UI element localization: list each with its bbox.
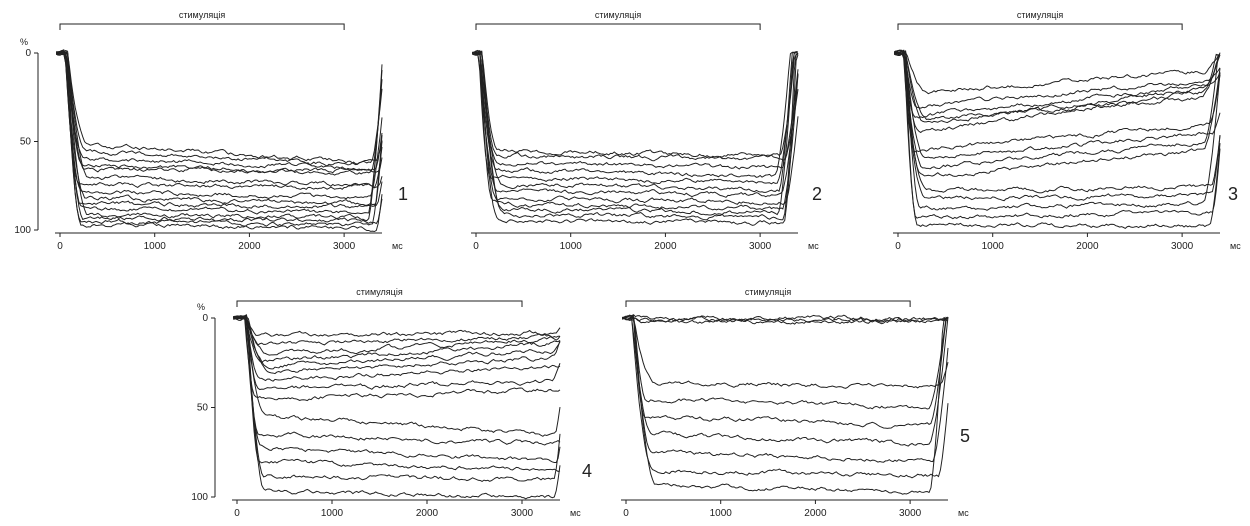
trace-line <box>622 316 948 428</box>
x-tick-label: 1000 <box>560 241 583 252</box>
trace-line <box>233 317 560 336</box>
stimulus-label: стимуляція <box>1017 10 1064 20</box>
stimulus-bracket <box>476 24 760 30</box>
y-tick-label: 100 <box>14 225 31 236</box>
trace-line <box>622 317 948 409</box>
stimulus-label: стимуляція <box>179 10 226 20</box>
x-tick-label: 0 <box>234 508 240 519</box>
x-tick-label: 2000 <box>804 508 827 519</box>
trace-line <box>233 318 560 389</box>
x-tick-label: 3000 <box>333 241 356 252</box>
panel-3: 0 1000 2000 3000 мс стимуляція 3 <box>893 10 1241 252</box>
trace-line <box>622 317 948 446</box>
y-tick-label: 100 <box>191 492 208 503</box>
x-tick-label: 3000 <box>899 508 922 519</box>
trace-line <box>472 52 798 215</box>
stimulus-label: стимуляція <box>745 287 792 297</box>
trace-line <box>894 52 1220 193</box>
trace-line <box>894 51 1220 210</box>
trace-line <box>894 52 1220 218</box>
trace-line <box>56 51 382 166</box>
x-unit-label: мс <box>392 241 403 251</box>
trace-line <box>56 52 382 206</box>
x-tick-label: 1000 <box>321 508 344 519</box>
trace-line <box>894 53 1220 108</box>
x-tick-label: 3000 <box>511 508 534 519</box>
panel-4: 0 1000 2000 3000 мс 0 50 100% стимуляція 4 <box>191 287 592 519</box>
trace-line <box>56 52 382 227</box>
stimulus-bracket <box>626 301 910 307</box>
panel-number: 4 <box>582 461 592 481</box>
trace-line <box>894 53 1220 152</box>
y-tick-label: 0 <box>25 48 31 59</box>
x-tick-label: 1000 <box>710 508 733 519</box>
x-tick-label: 3000 <box>749 241 772 252</box>
trace-line <box>56 50 382 214</box>
x-tick-label: 2000 <box>1076 241 1099 252</box>
panel-number: 3 <box>1228 184 1238 204</box>
stimulus-bracket <box>237 301 522 307</box>
x-tick-label: 0 <box>57 241 63 252</box>
y-unit-label: % <box>20 37 28 47</box>
x-unit-label: мс <box>570 508 581 518</box>
trace-line <box>56 52 382 231</box>
trace-line <box>622 315 948 494</box>
trace-line <box>233 316 560 499</box>
x-unit-label: мс <box>1230 241 1241 251</box>
trace-line <box>56 51 382 221</box>
panel-1: 0 1000 2000 3000 мс 0 50 100% стимуляція 1 <box>14 10 408 252</box>
panel-5: 0 1000 2000 3000 мс стимуляція 5 <box>621 287 970 519</box>
trace-line <box>472 54 798 197</box>
x-unit-label: мс <box>958 508 969 518</box>
stimulus-bracket <box>60 24 344 30</box>
trace-line <box>894 54 1220 158</box>
panel-number: 5 <box>960 426 970 446</box>
trace-line <box>894 50 1220 200</box>
trace-line <box>622 318 948 389</box>
stimulus-label: стимуляція <box>356 287 403 297</box>
trace-line <box>894 52 1220 94</box>
x-tick-label: 3000 <box>1171 241 1194 252</box>
panel-2: 0 1000 2000 3000 мс стимуляція 2 <box>471 10 822 252</box>
trace-line <box>622 317 948 477</box>
x-tick-label: 0 <box>473 241 479 252</box>
stimulus-bracket <box>898 24 1182 30</box>
trace-line <box>472 52 798 159</box>
y-unit-label: % <box>197 302 205 312</box>
trace-line <box>233 317 560 445</box>
panel-number: 2 <box>812 184 822 204</box>
x-tick-label: 1000 <box>144 241 167 252</box>
trace-line <box>233 317 560 355</box>
trace-line <box>56 52 382 198</box>
y-tick-label: 0 <box>202 313 208 324</box>
trace-line <box>56 51 382 165</box>
trace-line <box>56 53 382 173</box>
trace-line <box>472 53 798 184</box>
x-unit-label: мс <box>808 241 819 251</box>
stimulus-label: стимуляція <box>595 10 642 20</box>
trace-line <box>233 316 560 345</box>
trace-line <box>472 52 798 225</box>
x-tick-label: 2000 <box>654 241 677 252</box>
trace-line <box>56 52 382 175</box>
panel-number: 1 <box>398 184 408 204</box>
trace-line <box>894 51 1220 120</box>
trace-line <box>472 52 798 169</box>
y-tick-label: 50 <box>20 137 32 148</box>
x-tick-label: 2000 <box>238 241 261 252</box>
x-tick-label: 1000 <box>982 241 1005 252</box>
x-tick-label: 2000 <box>416 508 439 519</box>
trace-line <box>472 52 798 219</box>
x-tick-label: 0 <box>623 508 629 519</box>
y-tick-label: 50 <box>197 403 209 414</box>
x-tick-label: 0 <box>895 241 901 252</box>
trace-line <box>894 50 1220 228</box>
trace-line <box>472 50 798 160</box>
